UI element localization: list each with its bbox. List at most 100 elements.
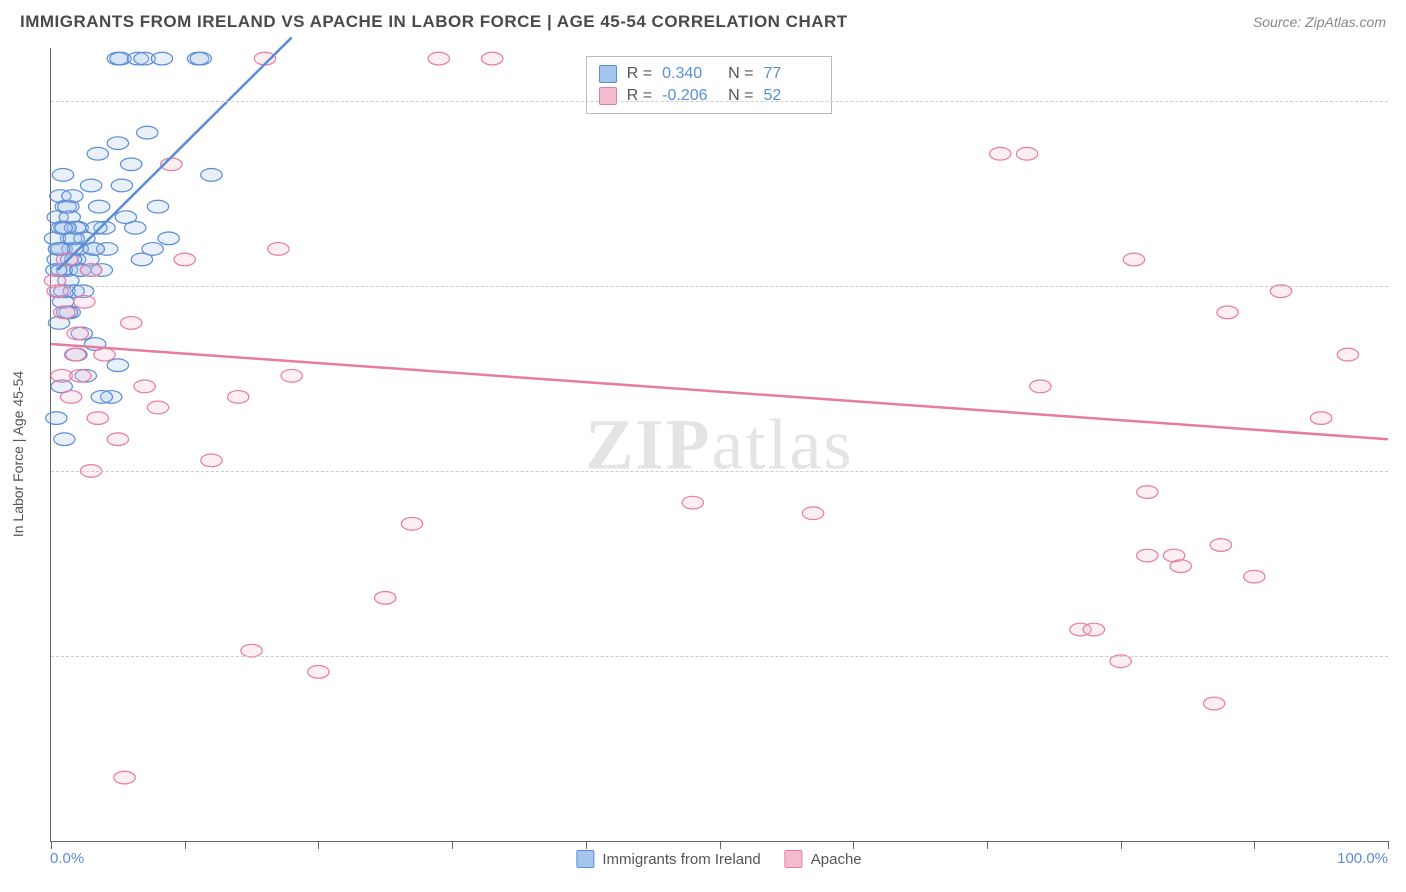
x-tick — [1254, 841, 1255, 849]
data-point — [802, 507, 823, 520]
data-point — [87, 412, 108, 425]
x-tick — [452, 841, 453, 849]
legend-label: Immigrants from Ireland — [602, 851, 760, 868]
data-point — [201, 169, 222, 182]
data-point — [281, 369, 302, 382]
stats-n-label: N = — [728, 87, 753, 105]
legend-swatch — [785, 850, 803, 868]
data-point — [158, 232, 179, 245]
data-point — [91, 391, 112, 404]
data-point — [147, 401, 168, 414]
data-point — [107, 433, 128, 446]
data-point — [80, 264, 101, 277]
chart-source: Source: ZipAtlas.com — [1253, 14, 1386, 30]
data-point — [190, 52, 211, 65]
stats-r-value: -0.206 — [662, 87, 718, 105]
data-point — [87, 147, 108, 160]
stats-r-label: R = — [627, 87, 652, 105]
data-point — [1244, 570, 1265, 583]
data-point — [62, 190, 83, 203]
chart-plot-area: ZIPatlas R = 0.340 N = 77 R = -0.206 N =… — [50, 48, 1388, 842]
x-tick — [318, 841, 319, 849]
data-point — [83, 243, 104, 256]
data-point — [121, 317, 142, 330]
legend-swatch — [599, 65, 617, 83]
x-axis-min-label: 0.0% — [50, 850, 84, 867]
stats-n-value: 52 — [763, 87, 819, 105]
x-tick — [51, 841, 52, 849]
data-point — [134, 380, 155, 393]
data-point — [142, 243, 163, 256]
gridline — [51, 656, 1388, 657]
data-point — [682, 496, 703, 509]
x-tick — [853, 841, 854, 849]
data-point — [1203, 697, 1224, 710]
y-tick-label: 100.0% — [1398, 92, 1406, 109]
stats-n-label: N = — [728, 65, 753, 83]
x-axis-legend: Immigrants from Ireland Apache — [576, 850, 861, 868]
legend-swatch — [599, 87, 617, 105]
stats-r-value: 0.340 — [662, 65, 718, 83]
trend-line — [51, 344, 1388, 439]
x-tick — [987, 841, 988, 849]
data-point — [1137, 549, 1158, 562]
data-point — [147, 200, 168, 213]
data-point — [51, 221, 72, 234]
data-point — [268, 243, 289, 256]
data-point — [54, 433, 75, 446]
data-point — [482, 52, 503, 65]
legend-swatch — [576, 850, 594, 868]
x-tick — [720, 841, 721, 849]
stats-row: R = 0.340 N = 77 — [599, 63, 820, 85]
data-point — [125, 221, 146, 234]
y-tick-label: 47.5% — [1398, 647, 1406, 664]
data-point — [1170, 560, 1191, 573]
data-point — [64, 348, 85, 361]
data-point — [1123, 253, 1144, 266]
data-point — [107, 359, 128, 372]
data-point — [428, 52, 449, 65]
stats-r-label: R = — [627, 65, 652, 83]
y-tick-label: 65.0% — [1398, 462, 1406, 479]
gridline — [51, 471, 1388, 472]
stats-row: R = -0.206 N = 52 — [599, 85, 820, 107]
data-point — [1217, 306, 1238, 319]
data-point — [227, 391, 248, 404]
data-point — [990, 147, 1011, 160]
data-point — [114, 771, 135, 784]
data-point — [1210, 539, 1231, 552]
x-tick — [1121, 841, 1122, 849]
stats-n-value: 77 — [763, 65, 819, 83]
x-tick — [586, 841, 587, 849]
data-point — [121, 158, 142, 171]
data-point — [201, 454, 222, 467]
data-point — [67, 327, 88, 340]
gridline — [51, 101, 1388, 102]
x-axis-max-label: 100.0% — [1337, 850, 1388, 867]
data-point — [1337, 348, 1358, 361]
data-point — [52, 169, 73, 182]
correlation-stats-box: R = 0.340 N = 77 R = -0.206 N = 52 — [586, 56, 833, 114]
gridline — [51, 286, 1388, 287]
data-point — [308, 665, 329, 678]
data-point — [1016, 147, 1037, 160]
data-point — [54, 306, 75, 319]
data-point — [88, 200, 109, 213]
data-point — [94, 348, 115, 361]
data-point — [375, 591, 396, 604]
data-point — [70, 369, 91, 382]
y-tick-label: 82.5% — [1398, 277, 1406, 294]
y-axis-label: In Labor Force | Age 45-54 — [10, 371, 26, 537]
data-point — [107, 137, 128, 150]
legend-label: Apache — [811, 851, 862, 868]
data-point — [151, 52, 172, 65]
data-point — [1310, 412, 1331, 425]
legend-item: Immigrants from Ireland — [576, 850, 760, 868]
data-point — [174, 253, 195, 266]
data-point — [74, 295, 95, 308]
data-point — [401, 517, 422, 530]
data-point — [80, 179, 101, 192]
x-tick — [1388, 841, 1389, 849]
data-point — [60, 391, 81, 404]
data-point — [111, 179, 132, 192]
